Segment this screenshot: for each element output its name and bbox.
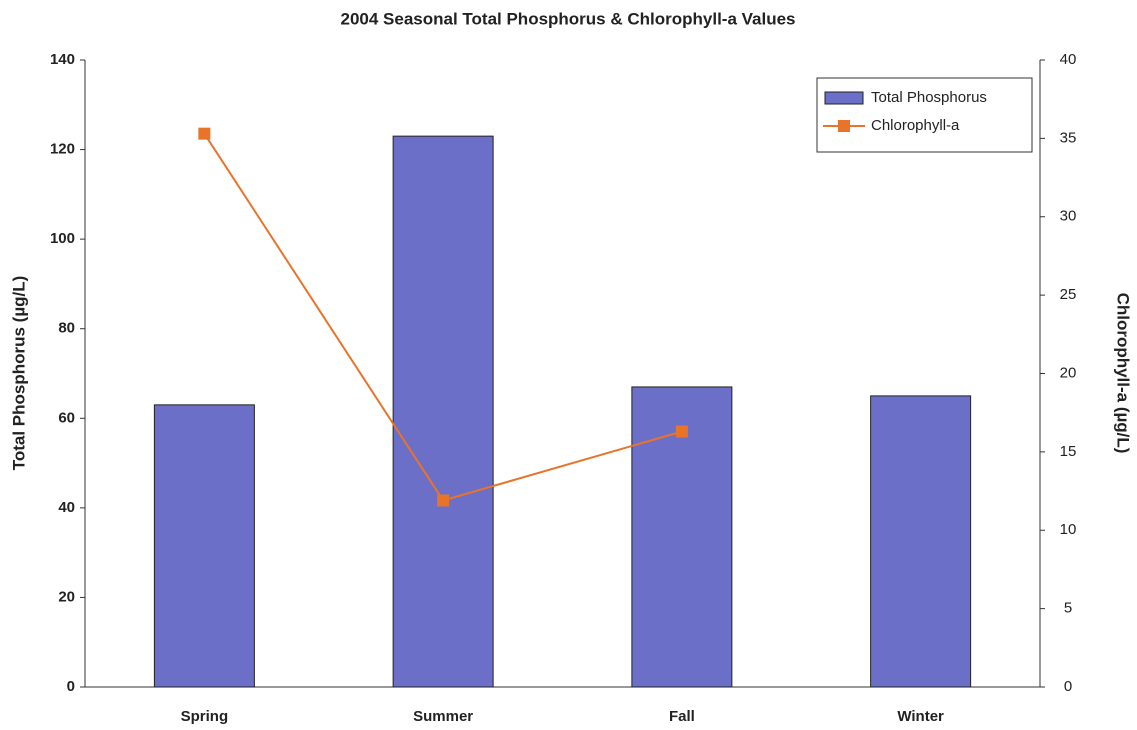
legend-swatch (838, 120, 850, 132)
y2-tick-label: 25 (1060, 286, 1077, 303)
y2-axis-label: Chlorophyll-a (µg/L) (1114, 293, 1133, 454)
chart-title: 2004 Seasonal Total Phosphorus & Chlorop… (340, 9, 795, 28)
y-tick-label: 100 (50, 230, 75, 247)
x-tick-label: Summer (413, 708, 473, 725)
marker (198, 127, 211, 140)
marker (437, 494, 450, 507)
y2-tick-label: 35 (1060, 129, 1077, 146)
y-tick-label: 140 (50, 51, 75, 68)
y2-tick-label: 40 (1060, 51, 1077, 68)
y-tick-label: 20 (58, 588, 75, 605)
y2-tick-label: 5 (1064, 600, 1072, 617)
y2-tick-label: 30 (1060, 208, 1077, 225)
y-tick-label: 40 (58, 499, 75, 516)
legend-box (816, 77, 1033, 153)
marker (675, 425, 688, 438)
y2-tick-label: 20 (1060, 364, 1077, 381)
x-tick-label: Fall (669, 708, 695, 725)
legend-label: Chlorophyll-a (871, 117, 960, 134)
bar (870, 395, 972, 688)
x-tick-label: Spring (181, 708, 229, 725)
y-tick-label: 80 (58, 320, 75, 337)
legend-label: Total Phosphorus (871, 89, 987, 106)
legend-swatch (824, 91, 864, 105)
y-axis-label: Total Phosphorus (µg/L) (9, 276, 28, 471)
y-tick-label: 120 (50, 141, 75, 158)
bar (153, 404, 255, 688)
y-tick-label: 60 (58, 409, 75, 426)
y2-tick-label: 15 (1060, 443, 1077, 460)
x-tick-label: Winter (897, 708, 944, 725)
y-tick-label: 0 (67, 678, 75, 695)
y2-tick-label: 0 (1064, 678, 1072, 695)
y2-tick-label: 10 (1060, 521, 1077, 538)
bar (392, 135, 494, 688)
